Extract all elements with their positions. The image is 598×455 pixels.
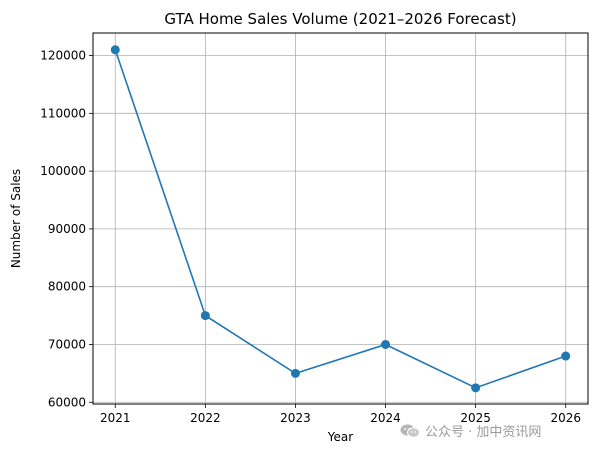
data-point	[471, 383, 481, 393]
axis-ticks: 2021 2022 2023 2024 2025 2026 60000 70000 80000 9…	[40, 49, 581, 425]
series-line	[114, 49, 566, 389]
series-layer	[110, 45, 571, 393]
x-axis-label: Year	[327, 430, 353, 444]
watermark-text: 公众号 · 加中资讯网	[425, 425, 542, 440]
data-point	[290, 368, 300, 378]
x-tick-label: 2023	[280, 411, 311, 425]
x-tick-label: 2025	[460, 411, 491, 425]
y-axis-label: Number of Sales	[9, 169, 23, 268]
watermark: 公众号 · 加中资讯网	[400, 421, 541, 440]
data-point	[200, 311, 210, 321]
y-tick-label: 110000	[40, 106, 86, 120]
y-tick-label: 90000	[48, 222, 86, 236]
x-tick-label: 2022	[190, 411, 221, 425]
data-point	[381, 339, 391, 349]
y-tick-label: 70000	[48, 337, 86, 351]
data-point	[561, 351, 571, 361]
y-tick-label: 120000	[40, 49, 86, 63]
x-tick-label: 2021	[100, 411, 131, 425]
wechat-icon	[400, 424, 420, 438]
x-tick-label: 2024	[370, 411, 401, 425]
y-tick-label: 60000	[48, 395, 86, 409]
y-tick-label: 100000	[40, 164, 86, 178]
x-tick-label: 2026	[550, 411, 581, 425]
grid-lines	[93, 33, 588, 404]
chart-title: GTA Home Sales Volume (2021–2026 Forecas…	[164, 10, 516, 28]
plot-area-frame	[92, 32, 589, 405]
data-point	[110, 45, 120, 55]
y-tick-label: 80000	[48, 280, 86, 294]
